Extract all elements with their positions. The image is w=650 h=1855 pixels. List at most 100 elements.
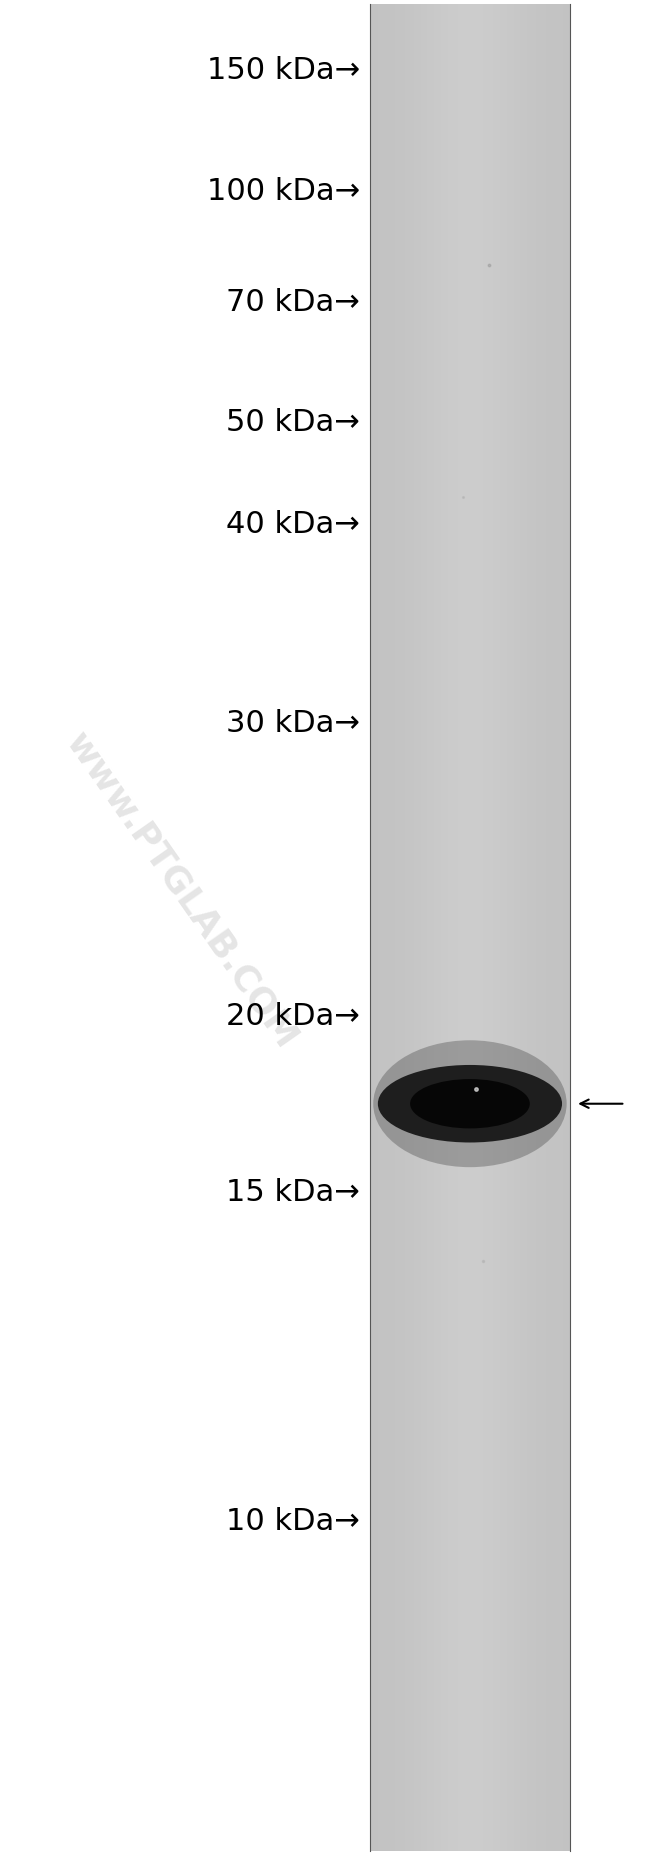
Bar	[432, 4, 433, 1851]
Bar	[408, 4, 409, 1851]
Bar	[465, 4, 466, 1851]
Bar	[373, 4, 374, 1851]
Bar	[439, 4, 440, 1851]
Bar	[566, 4, 567, 1851]
Bar	[481, 4, 482, 1851]
Bar	[382, 4, 383, 1851]
Bar	[562, 4, 563, 1851]
Bar	[540, 4, 541, 1851]
Bar	[388, 4, 389, 1851]
Bar	[437, 4, 438, 1851]
Bar	[538, 4, 539, 1851]
Bar	[398, 4, 399, 1851]
Bar	[380, 4, 381, 1851]
Bar	[547, 4, 548, 1851]
Bar	[482, 4, 483, 1851]
Bar	[480, 4, 481, 1851]
Bar	[549, 4, 550, 1851]
Bar	[392, 4, 393, 1851]
Bar	[467, 4, 468, 1851]
Text: 20 kDa→: 20 kDa→	[226, 1002, 360, 1031]
Ellipse shape	[378, 1065, 562, 1143]
Bar	[377, 4, 378, 1851]
Bar	[423, 4, 424, 1851]
Bar	[548, 4, 549, 1851]
Bar	[419, 4, 420, 1851]
Bar	[385, 4, 386, 1851]
Bar	[560, 4, 561, 1851]
Bar	[489, 4, 490, 1851]
Bar	[529, 4, 530, 1851]
Bar	[542, 4, 543, 1851]
Bar	[512, 4, 513, 1851]
Bar	[435, 4, 436, 1851]
Bar	[503, 4, 504, 1851]
Bar	[428, 4, 429, 1851]
Bar	[421, 4, 422, 1851]
Bar	[504, 4, 505, 1851]
Bar	[513, 4, 514, 1851]
Bar	[410, 4, 411, 1851]
Text: 15 kDa→: 15 kDa→	[226, 1178, 360, 1208]
Bar	[546, 4, 547, 1851]
Bar	[412, 4, 413, 1851]
Bar	[393, 4, 394, 1851]
Bar	[445, 4, 446, 1851]
Bar	[515, 4, 516, 1851]
Bar	[565, 4, 566, 1851]
Bar	[415, 4, 416, 1851]
Bar	[524, 4, 525, 1851]
Bar	[532, 4, 533, 1851]
Bar	[383, 4, 384, 1851]
Bar	[424, 4, 425, 1851]
Bar	[555, 4, 556, 1851]
Bar	[514, 4, 515, 1851]
Bar	[429, 4, 430, 1851]
Bar	[530, 4, 531, 1851]
Bar	[394, 4, 395, 1851]
Bar	[397, 4, 398, 1851]
Bar	[517, 4, 518, 1851]
Bar	[425, 4, 426, 1851]
Bar	[450, 4, 451, 1851]
Bar	[468, 4, 469, 1851]
Bar	[473, 4, 474, 1851]
Bar	[493, 4, 494, 1851]
Bar	[395, 4, 396, 1851]
Bar	[526, 4, 527, 1851]
Bar	[460, 4, 461, 1851]
Bar	[371, 4, 372, 1851]
Bar	[443, 4, 444, 1851]
Bar	[471, 4, 472, 1851]
Bar	[545, 4, 546, 1851]
Bar	[507, 4, 508, 1851]
Bar	[375, 4, 376, 1851]
Bar	[518, 4, 519, 1851]
Text: 100 kDa→: 100 kDa→	[207, 176, 360, 206]
Bar	[420, 4, 421, 1851]
Bar	[523, 4, 524, 1851]
Bar	[563, 4, 564, 1851]
Text: 10 kDa→: 10 kDa→	[226, 1506, 360, 1536]
Bar	[500, 4, 501, 1851]
Bar	[440, 4, 441, 1851]
Bar	[442, 4, 443, 1851]
Bar	[501, 4, 502, 1851]
Bar	[427, 4, 428, 1851]
Bar	[483, 4, 484, 1851]
Bar	[416, 4, 417, 1851]
Bar	[458, 4, 459, 1851]
Bar	[502, 4, 503, 1851]
Bar	[456, 4, 457, 1851]
Bar	[476, 4, 477, 1851]
Bar	[401, 4, 402, 1851]
Bar	[389, 4, 390, 1851]
Bar	[381, 4, 382, 1851]
Bar	[433, 4, 434, 1851]
Bar	[543, 4, 544, 1851]
Bar	[567, 4, 568, 1851]
Bar	[404, 4, 405, 1851]
Bar	[378, 4, 379, 1851]
Bar	[492, 4, 493, 1851]
Bar	[448, 4, 449, 1851]
